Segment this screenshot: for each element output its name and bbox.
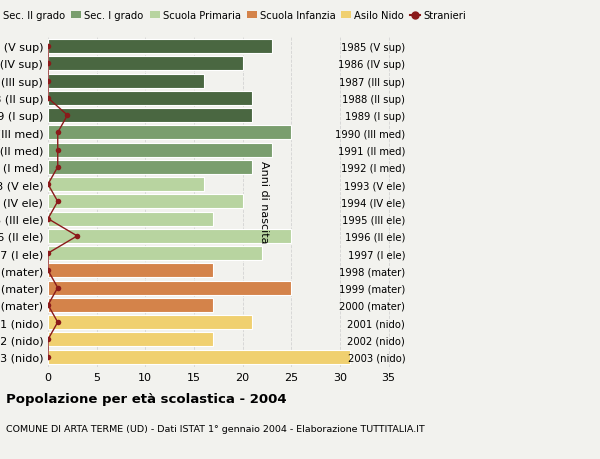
Point	[43, 302, 53, 309]
Point	[53, 164, 62, 171]
Point	[53, 147, 62, 154]
Y-axis label: Anni di nascita: Anni di nascita	[259, 161, 269, 243]
Bar	[48, 126, 291, 140]
Bar	[48, 195, 242, 209]
Point	[53, 284, 62, 292]
Bar	[48, 298, 214, 312]
Point	[43, 353, 53, 361]
Point	[53, 319, 62, 326]
Bar	[48, 264, 214, 278]
Bar	[48, 57, 242, 71]
Legend: Sec. II grado, Sec. I grado, Scuola Primaria, Scuola Infanzia, Asilo Nido, Stran: Sec. II grado, Sec. I grado, Scuola Prim…	[0, 7, 470, 25]
Point	[73, 233, 82, 240]
Point	[43, 250, 53, 257]
Bar	[48, 143, 272, 157]
Point	[43, 44, 53, 51]
Bar	[48, 74, 203, 89]
Point	[43, 95, 53, 102]
Bar	[48, 246, 262, 261]
Bar	[48, 109, 253, 123]
Bar	[48, 212, 214, 226]
Text: COMUNE DI ARTA TERME (UD) - Dati ISTAT 1° gennaio 2004 - Elaborazione TUTTITALIA: COMUNE DI ARTA TERME (UD) - Dati ISTAT 1…	[6, 425, 425, 434]
Bar	[48, 333, 214, 347]
Point	[43, 181, 53, 188]
Point	[53, 198, 62, 206]
Bar	[48, 92, 253, 106]
Bar	[48, 40, 272, 54]
Point	[43, 215, 53, 223]
Point	[43, 61, 53, 68]
Point	[43, 267, 53, 274]
Point	[53, 129, 62, 137]
Bar	[48, 178, 203, 192]
Point	[43, 336, 53, 343]
Bar	[48, 315, 253, 330]
Text: Popolazione per età scolastica - 2004: Popolazione per età scolastica - 2004	[6, 392, 287, 405]
Point	[43, 78, 53, 85]
Bar	[48, 281, 291, 295]
Bar	[48, 350, 350, 364]
Bar	[48, 230, 291, 243]
Point	[62, 112, 72, 120]
Bar	[48, 161, 253, 174]
